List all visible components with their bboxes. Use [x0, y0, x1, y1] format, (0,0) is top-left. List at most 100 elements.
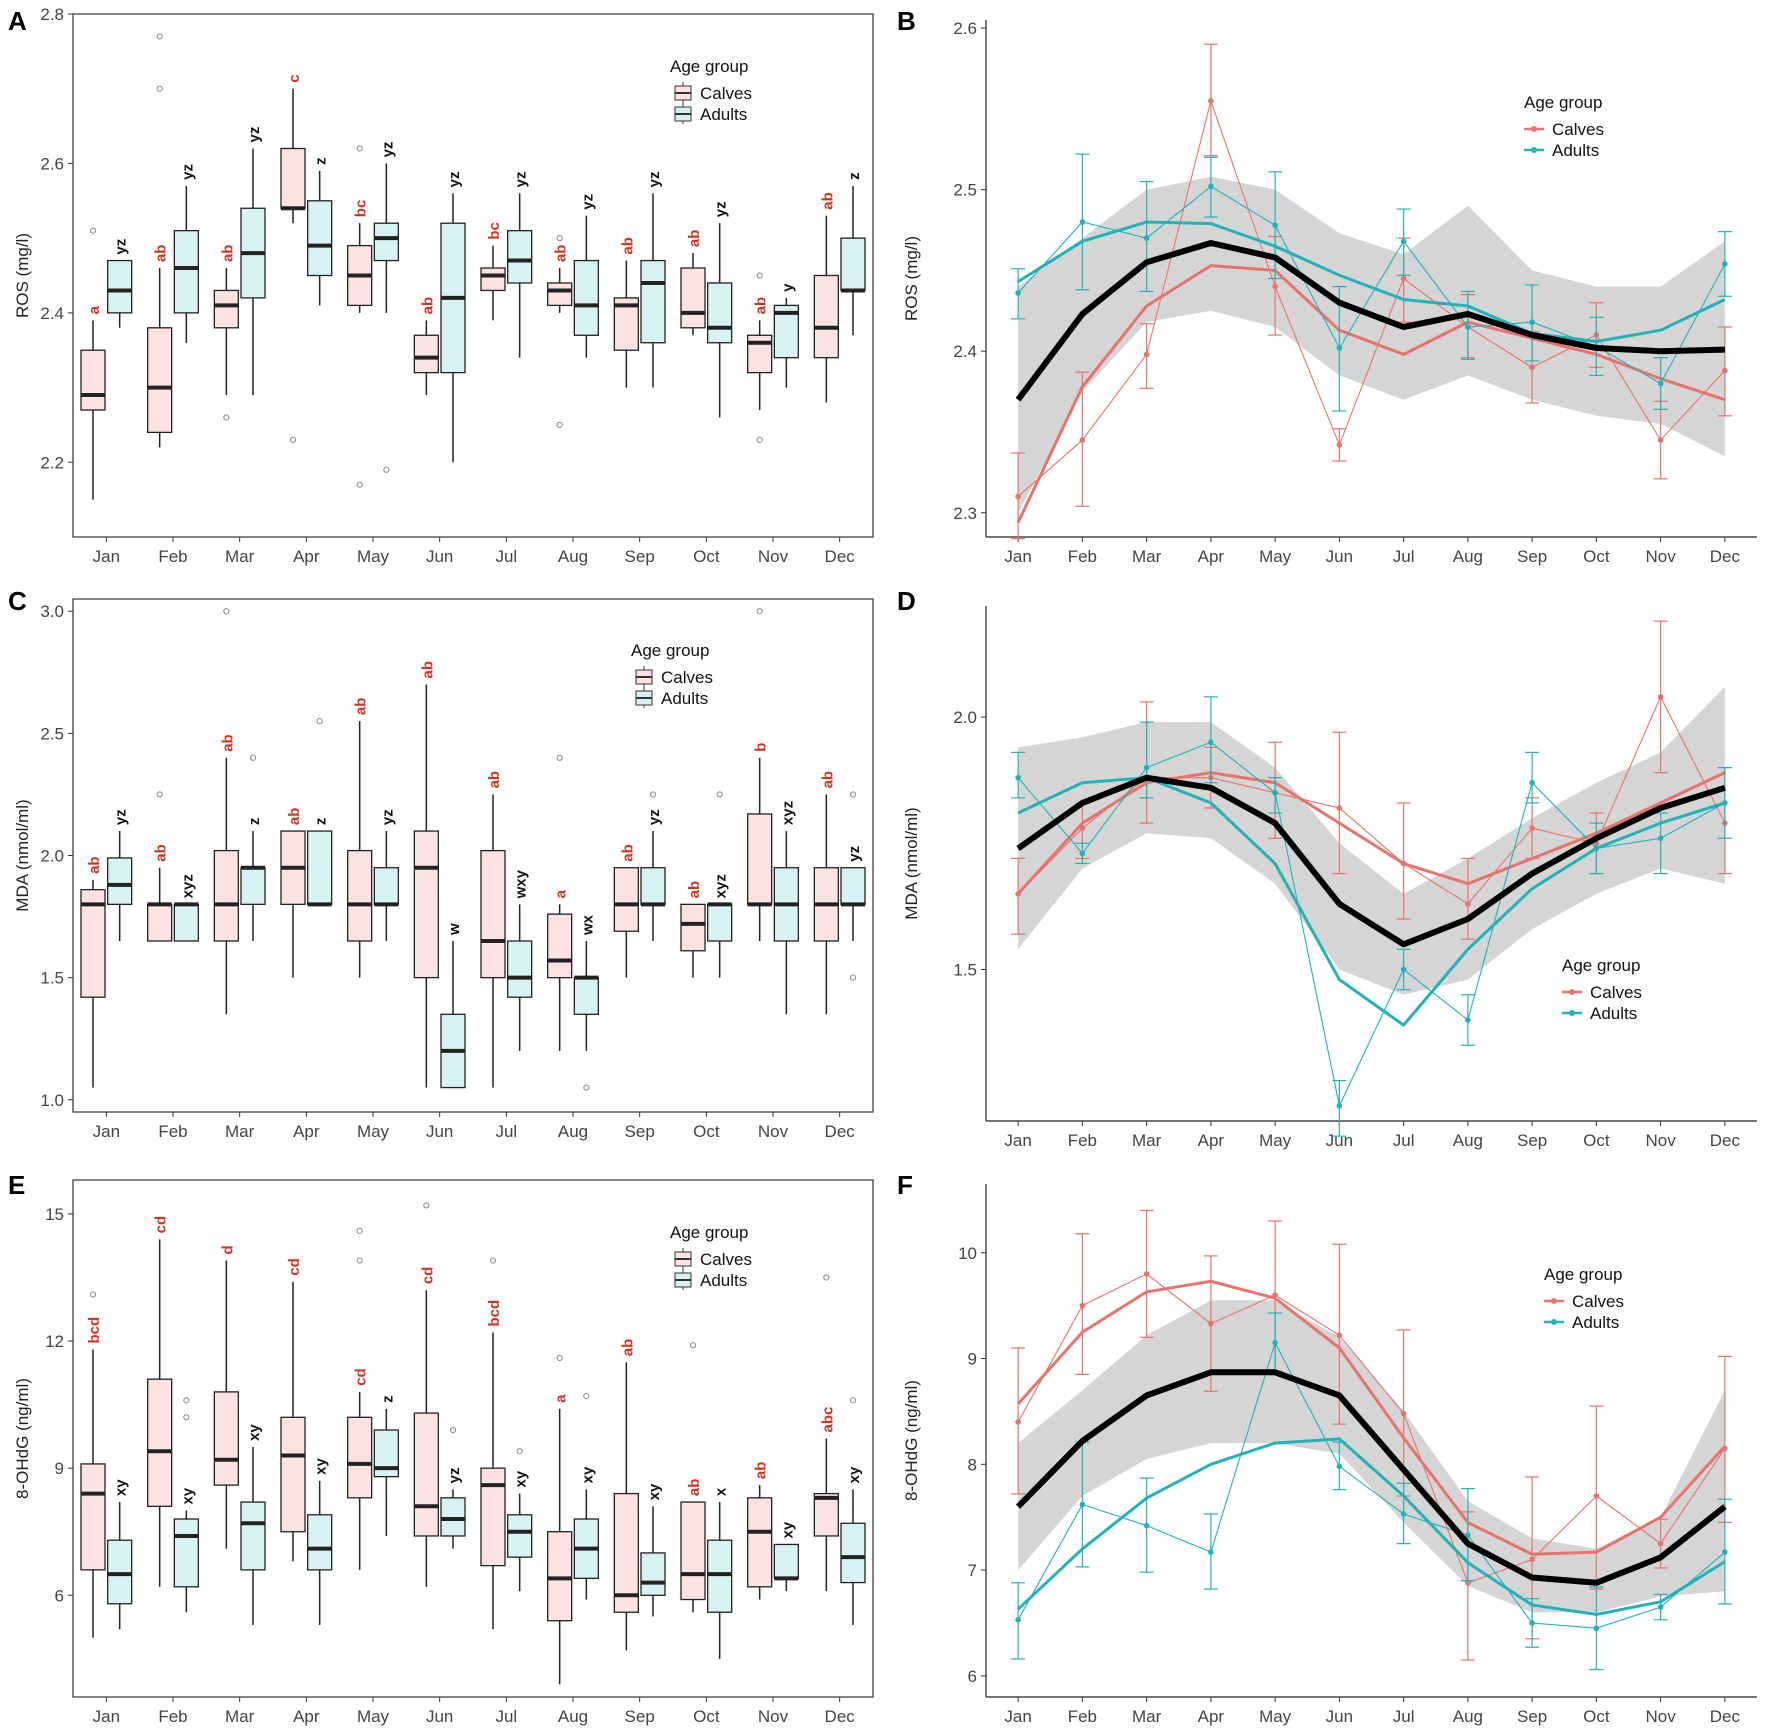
adults-mean-point	[1657, 1604, 1664, 1610]
x-tick-label: Sep	[1517, 1131, 1547, 1150]
x-tick-label: Oct	[693, 1122, 720, 1141]
outlier-point	[356, 481, 363, 488]
adults-mean-point	[1208, 183, 1214, 190]
significance-letter: ab	[686, 230, 703, 248]
x-tick-label: Nov	[1646, 1131, 1677, 1150]
box-iqr	[173, 1518, 199, 1588]
x-tick-label: Aug	[558, 1707, 588, 1726]
calves-box: cd	[413, 1202, 439, 1587]
adults-box: xyz	[173, 874, 199, 942]
significance-letter: ab	[753, 297, 770, 315]
box-iqr	[480, 267, 506, 292]
calves-box: ab	[213, 608, 239, 1015]
outlier-point	[183, 1414, 190, 1421]
legend: Age group Calves Adults	[670, 1223, 752, 1290]
x-tick-label: Feb	[158, 1707, 187, 1726]
significance-letter: y	[779, 283, 796, 292]
y-tick-label: 8	[968, 1455, 977, 1474]
calves-mean-point	[1272, 283, 1278, 290]
calves-box: ab	[680, 881, 706, 978]
x-tick-label: Jun	[1326, 547, 1353, 566]
significance-letter: bcd	[486, 1300, 503, 1327]
y-tick-label: 1.5	[953, 961, 977, 980]
calves-mean-point	[1015, 1419, 1021, 1425]
calves-legend-label: Calves	[1552, 120, 1604, 139]
y-tick-label: 2.4	[953, 342, 977, 361]
calves-mean-point	[1336, 805, 1343, 811]
significance-letter: z	[846, 172, 863, 180]
legend-title: Age group	[1524, 93, 1602, 112]
x-tick-label: Dec	[825, 1122, 856, 1141]
outlier-point	[649, 791, 657, 798]
calves-mean-point	[1722, 367, 1728, 374]
x-tick-label: Mar	[1132, 547, 1162, 566]
y-tick-label: 2.0	[953, 708, 977, 727]
box-iqr	[747, 813, 773, 906]
outlier-point	[289, 436, 297, 443]
significance-letter: yz	[846, 846, 863, 862]
panel-letter: A	[8, 6, 27, 36]
significance-letter: bc	[353, 200, 370, 218]
x-tick-label: Jul	[1393, 1131, 1415, 1150]
y-tick-label: 2.8	[40, 5, 64, 24]
outlier-point	[249, 754, 257, 761]
confidence-ribbon	[1018, 176, 1725, 513]
panel-letter: B	[897, 6, 916, 36]
outlier-point	[849, 1397, 857, 1404]
calves-box: a	[80, 227, 106, 500]
significance-letter: yz	[646, 171, 663, 187]
y-tick-label: 3.0	[40, 602, 64, 621]
adults-box: yz	[173, 164, 199, 343]
calves-mean-point	[1143, 1271, 1150, 1277]
calves-smooth-line	[1016, 771, 1726, 895]
x-tick-label: Feb	[158, 547, 187, 566]
x-tick-label: Jun	[426, 1707, 453, 1726]
calves-box: cd	[147, 1216, 173, 1587]
box-iqr	[613, 1492, 639, 1613]
y-tick-label: 10	[958, 1244, 977, 1263]
box-iqr	[413, 1412, 439, 1537]
calves-box: ab	[147, 33, 173, 448]
adults-box: z	[840, 172, 866, 336]
adults-box: x	[707, 1487, 733, 1659]
panel-letter: E	[8, 1170, 25, 1200]
adults-mean-point	[1722, 1549, 1728, 1555]
adults-box: xy	[773, 1521, 799, 1592]
calves-box: b	[747, 608, 773, 941]
box-iqr	[213, 1391, 239, 1486]
adults-mean-point	[1336, 1103, 1343, 1109]
significance-letter: xy	[779, 1521, 796, 1538]
box-iqr	[307, 200, 333, 277]
x-tick-label: Dec	[1710, 1131, 1741, 1150]
calves-mean-point	[1465, 901, 1471, 907]
significance-letter: yz	[446, 1468, 463, 1484]
x-tick-label: Nov	[1646, 547, 1677, 566]
adults-mean-point	[1015, 290, 1021, 296]
adults-box: xy	[840, 1397, 866, 1625]
panel-e-box-8ohdg: E 6 9 12 15 Jan Feb Mar Apr May Jun Jul Aug Sep Oct Nov…	[8, 1170, 874, 1726]
significance-letter: ab	[619, 1339, 636, 1357]
legend-title: Age group	[670, 57, 748, 76]
significance-letter: ab	[219, 734, 236, 752]
y-axis-title: ROS (mg/l)	[902, 236, 921, 321]
outlier-point	[383, 466, 390, 473]
box-iqr	[507, 1514, 533, 1558]
calves-box: abc	[813, 1274, 839, 1592]
calves-mean-point	[1657, 694, 1664, 700]
box-iqr	[707, 282, 733, 344]
significance-letter: ab	[619, 844, 636, 862]
calves-mean-point	[1079, 437, 1086, 443]
significance-letter: xy	[513, 1470, 530, 1487]
x-tick-label: Apr	[1198, 1707, 1225, 1726]
significance-letter: xy	[579, 1466, 596, 1483]
adults-mean-point	[1079, 1501, 1086, 1508]
outlier-point	[583, 1393, 590, 1400]
x-tick-label: Oct	[693, 547, 720, 566]
x-tick-label: May	[357, 1707, 390, 1726]
adults-box: xy	[307, 1458, 333, 1625]
calves-box: ab	[547, 235, 573, 429]
adults-mean-point	[1336, 1463, 1343, 1470]
calves-legend-key-point	[1569, 989, 1575, 995]
x-tick-label: Jun	[1326, 1707, 1353, 1726]
